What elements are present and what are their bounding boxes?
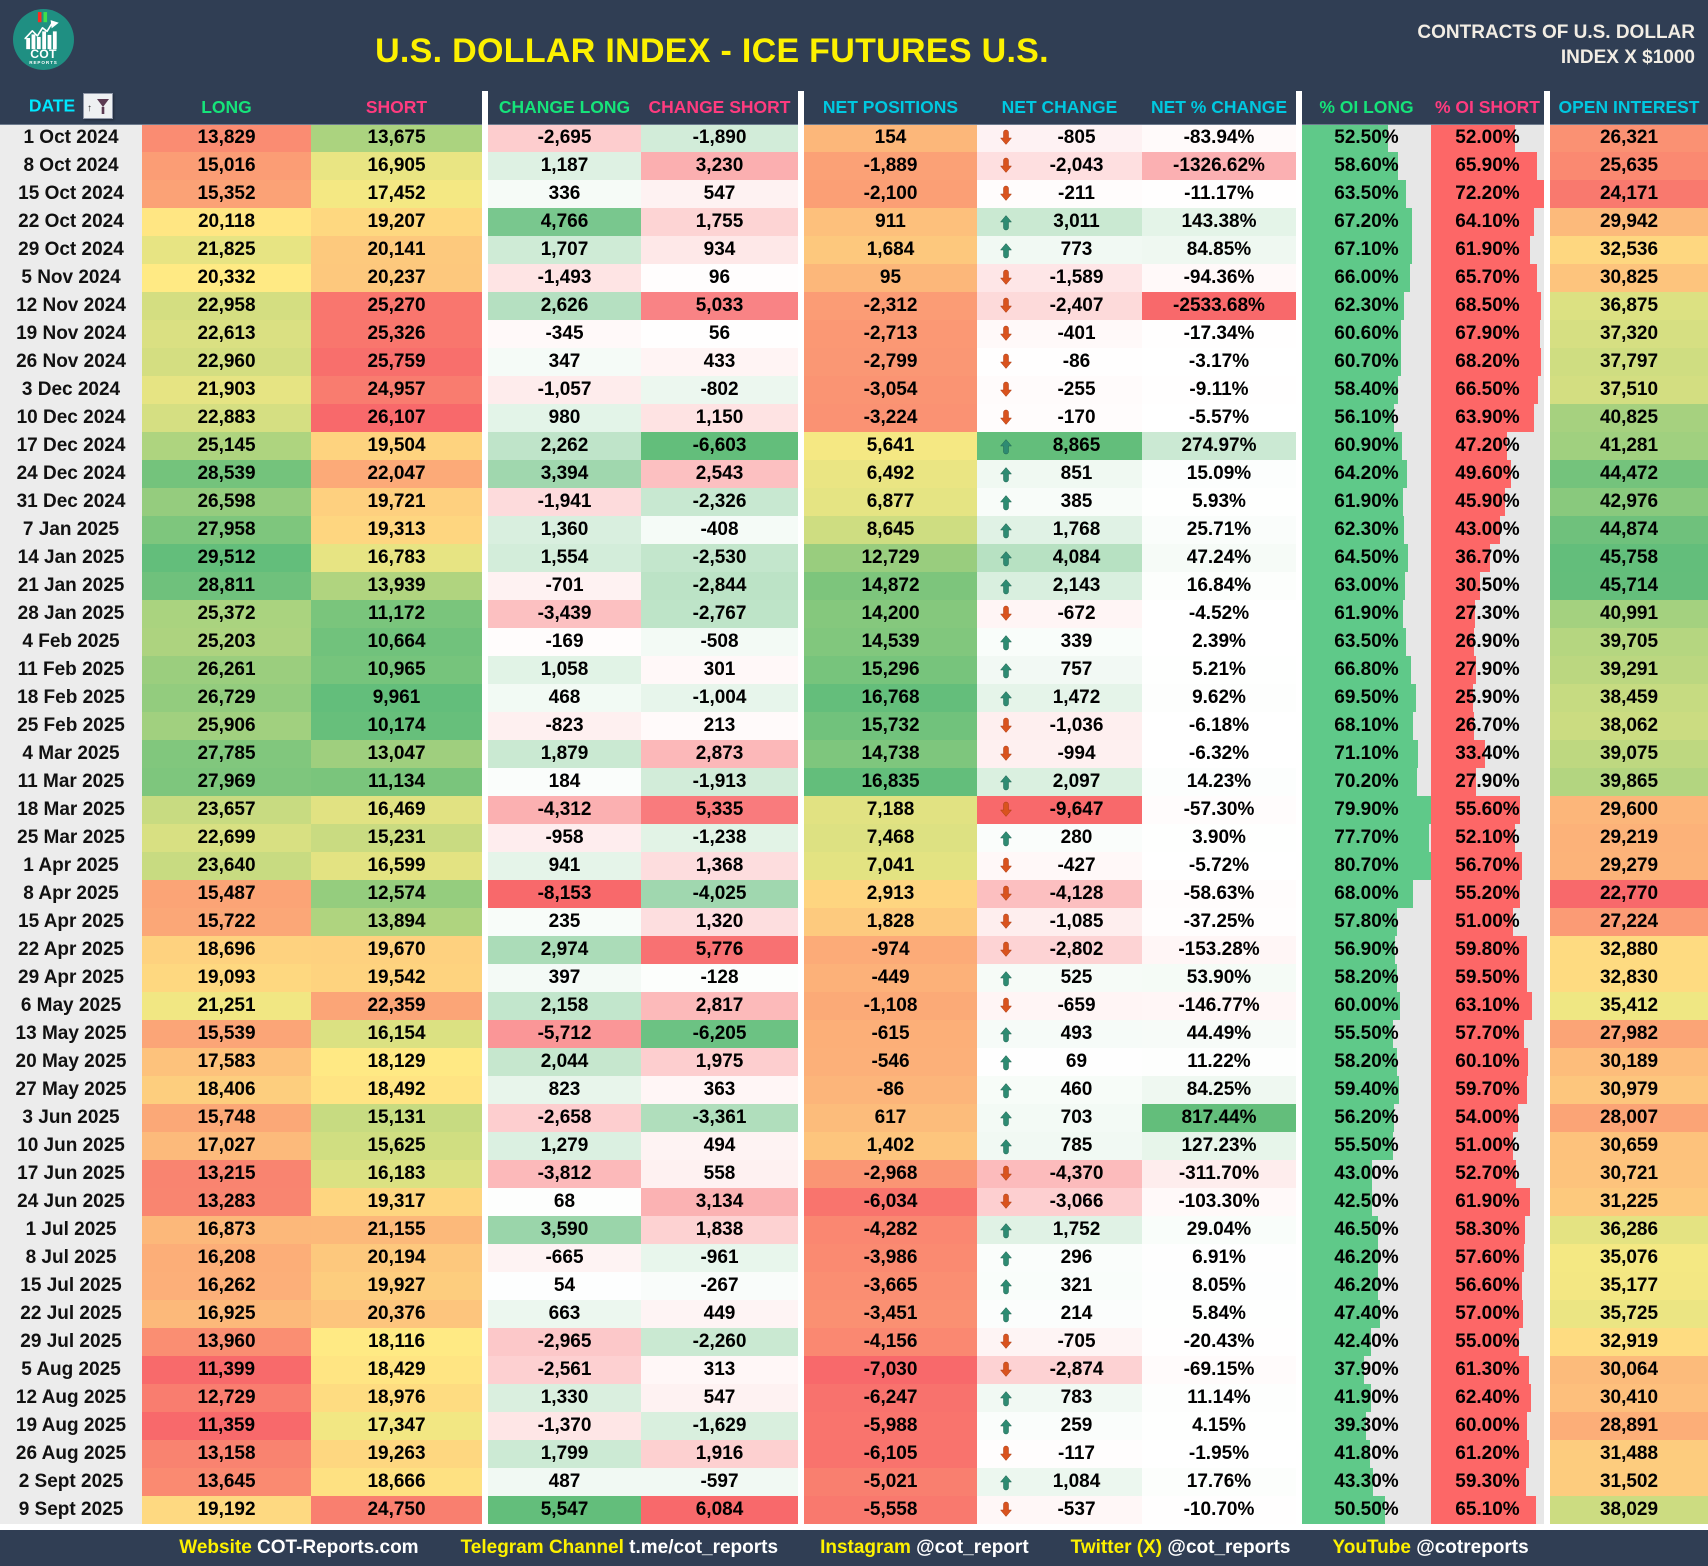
svg-text:REPORTS: REPORTS xyxy=(29,60,57,65)
svg-text:↑: ↑ xyxy=(87,103,92,114)
svg-text:COT: COT xyxy=(30,47,57,61)
